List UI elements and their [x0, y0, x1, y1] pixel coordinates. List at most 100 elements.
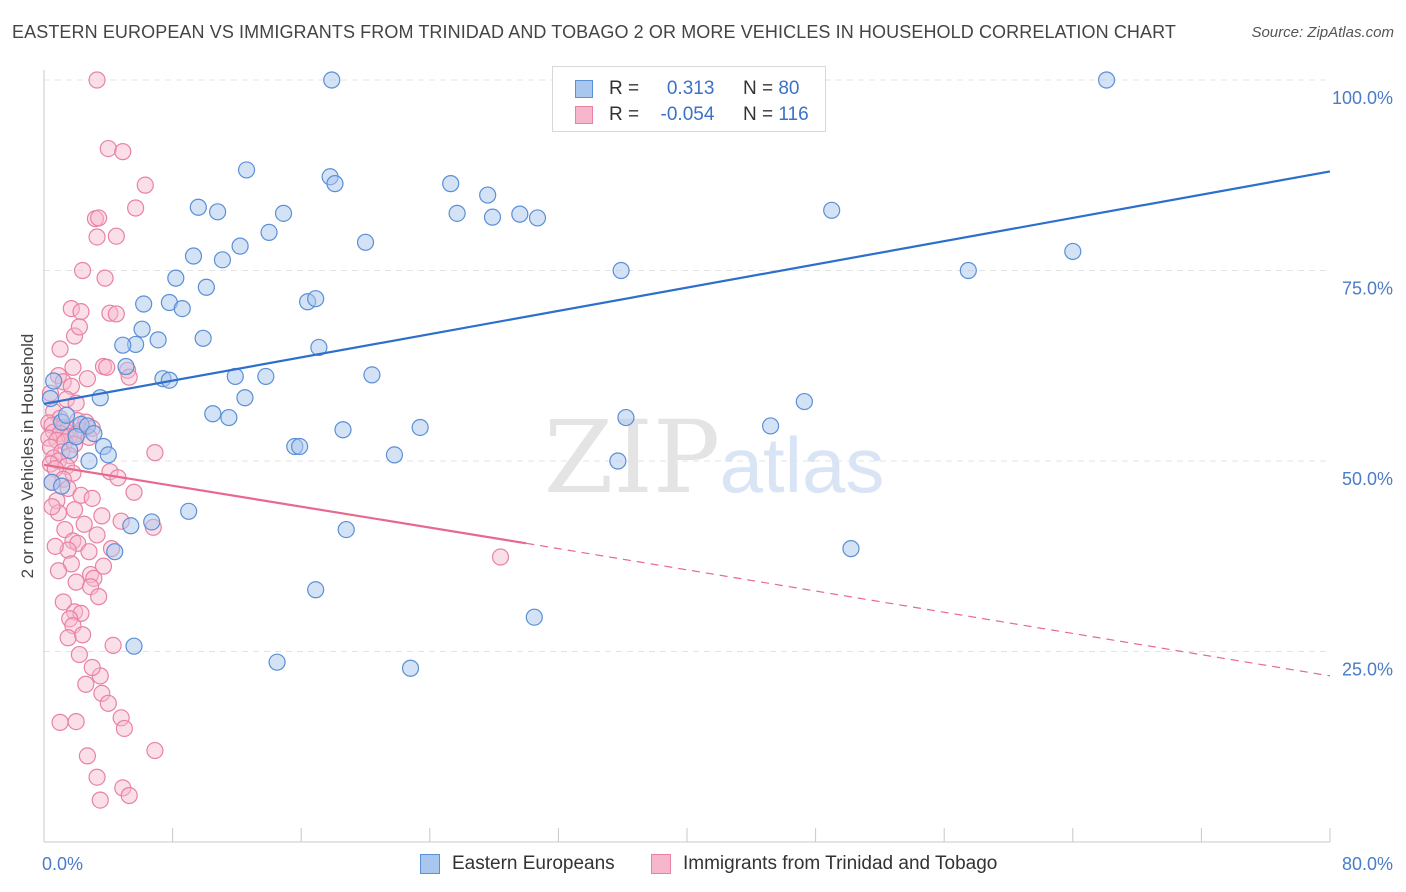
legend-swatch-pink [575, 106, 593, 124]
trinidad-point [78, 370, 97, 388]
trinidad-point [41, 438, 60, 456]
trinidad-point [49, 562, 68, 580]
watermark: ZIP atlas [544, 399, 885, 516]
eastern-point [135, 295, 153, 313]
trinidad-point [93, 684, 111, 703]
eastern-point [80, 452, 98, 470]
trinidad-point [88, 526, 106, 544]
eastern-point [143, 513, 161, 531]
eastern-point [85, 424, 103, 443]
bottom-legend-label-eastern: Eastern Europeans [452, 853, 615, 874]
eastern-point [67, 428, 85, 446]
trinidad-point [104, 636, 122, 655]
eastern-point [334, 421, 352, 439]
trinidad-point [72, 486, 90, 504]
trinidad-point [73, 626, 92, 644]
watermark-atlas: atlas [720, 421, 885, 509]
eastern-point [525, 608, 543, 626]
trinidad-point [91, 791, 109, 809]
trinidad-point [125, 483, 143, 501]
legend-r-value: 0.313 [666, 78, 715, 99]
eastern-point [307, 290, 325, 308]
eastern-point [795, 392, 813, 411]
tick-labels: 25.0% 50.0% 75.0% 100.0% 0.0% 80.0% [42, 88, 1393, 874]
source-credit: Source: ZipAtlas.com [1251, 24, 1394, 41]
trinidad-point [99, 139, 117, 158]
trinidad-point [83, 658, 101, 677]
trinidad-point [75, 515, 93, 533]
trinidad-point [77, 675, 95, 693]
eastern-point [209, 203, 227, 221]
trinidad-trend-line [43, 463, 527, 545]
eastern-point [149, 331, 167, 349]
legend: R = 0.313 N = 80 R = -0.054 N = 116 [552, 66, 826, 132]
eastern-point [356, 233, 375, 251]
trinidad-point [90, 209, 108, 227]
eastern-point [411, 418, 429, 437]
eastern-point [1097, 71, 1116, 89]
eastern-point [237, 161, 256, 179]
eastern-point [448, 204, 466, 222]
eastern-point [609, 452, 627, 470]
chart-title: EASTERN EUROPEAN VS IMMIGRANTS FROM TRIN… [12, 22, 1177, 42]
trinidad-point [88, 71, 106, 89]
trinidad-point [115, 719, 133, 738]
trinidad-point [64, 358, 82, 376]
legend-n-label: N = [742, 78, 774, 99]
eastern-point [231, 237, 249, 255]
eastern-point [363, 366, 381, 384]
legend-n-value: 80 [778, 78, 800, 99]
legend-r-label: R = [609, 78, 640, 99]
trinidad-point [46, 537, 64, 555]
eastern-point [173, 300, 191, 318]
y-tick-label: 100.0% [1332, 88, 1393, 108]
eastern-point [53, 477, 71, 495]
bottom-legend-swatch-blue [420, 854, 440, 874]
eastern-point [842, 540, 860, 558]
legend-n-label: N = [742, 104, 774, 125]
y-tick-label: 50.0% [1342, 469, 1393, 489]
trinidad-point [62, 377, 80, 395]
trinidad-point [94, 557, 113, 575]
trinidad-point [72, 303, 90, 321]
trinidad-point [98, 358, 116, 376]
eastern-point [106, 543, 124, 561]
eastern-point [959, 261, 977, 280]
trinidad-point [78, 747, 97, 765]
eastern-point [337, 520, 355, 539]
trinidad-point [146, 741, 164, 760]
eastern-point [197, 278, 215, 296]
series-trinidad-points [40, 71, 510, 809]
trinidad-point [101, 304, 119, 322]
trinidad-point [120, 786, 138, 805]
eastern-point [125, 637, 143, 655]
trinidad-point [72, 604, 90, 623]
trinidad-point [51, 713, 69, 731]
x-tick-label: 0.0% [42, 854, 83, 874]
trinidad-point [107, 227, 125, 245]
eastern-point [511, 205, 529, 223]
trinidad-point [59, 629, 77, 647]
trinidad-point [491, 548, 510, 566]
eastern-point [167, 269, 185, 287]
trinidad-point [146, 444, 164, 462]
eastern-point [268, 653, 286, 671]
legend-text-eastern: R = 0.313 N = 80 [609, 78, 799, 100]
trinidad-point [90, 588, 108, 606]
eastern-point [1064, 242, 1082, 261]
eastern-point [133, 320, 151, 338]
trinidad-point [99, 694, 117, 712]
legend-r-label: R = [609, 104, 640, 125]
x-tick-label: 80.0% [1342, 854, 1393, 874]
bottom-legend-label-trinidad: Immigrants from Trinidad and Tobago [683, 853, 998, 874]
trinidad-point [88, 228, 106, 246]
y-axis-label: 2 or more Vehicles in Household [18, 334, 37, 579]
trinidad-point [96, 269, 114, 287]
eastern-point [236, 389, 254, 407]
eastern-point [401, 659, 420, 677]
trinidad-point [59, 541, 77, 559]
eastern-point [385, 446, 404, 464]
legend-swatch-blue [575, 80, 593, 98]
trinidad-point [51, 340, 69, 358]
eastern-point [122, 517, 140, 535]
